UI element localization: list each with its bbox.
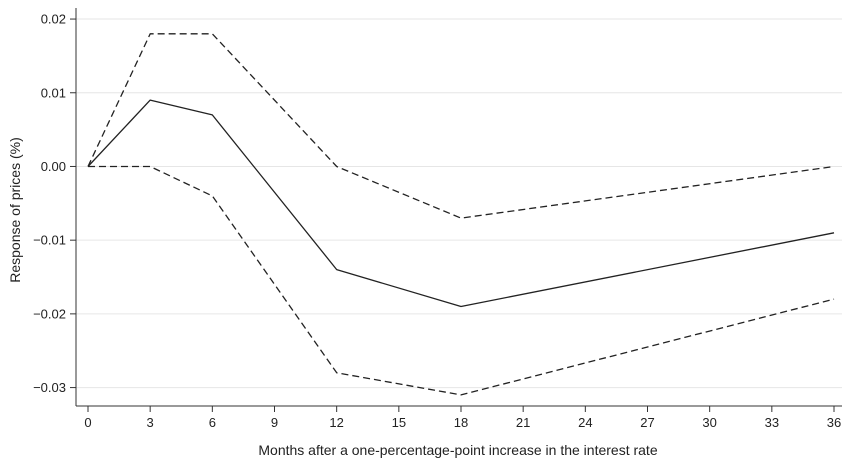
x-tick-label: 30 [702, 415, 716, 430]
x-tick-label: 21 [516, 415, 530, 430]
lower-confidence-band-line [88, 165, 835, 396]
x-tick-label: 33 [765, 415, 779, 430]
series-lines [87, 33, 835, 396]
x-tick-label: 27 [640, 415, 654, 430]
x-axis-title: Months after a one-percentage-point incr… [258, 442, 657, 458]
x-tick-label: 24 [578, 415, 592, 430]
y-tick-label: 0.00 [41, 159, 66, 174]
y-tick-label: −0.02 [33, 306, 66, 321]
y-tick-label: −0.01 [33, 233, 66, 248]
x-tick-label: 9 [271, 415, 278, 430]
y-axis-title: Response of prices (%) [7, 137, 23, 283]
x-tick-label: 36 [827, 415, 841, 430]
y-tick-label: 0.02 [41, 12, 66, 27]
x-tick-label: 15 [392, 415, 406, 430]
impulse-response-line [87, 99, 835, 308]
x-tick-label: 6 [209, 415, 216, 430]
upper-confidence-band-line [87, 33, 835, 219]
x-tick-label: 0 [84, 415, 91, 430]
x-tick-label: 3 [147, 415, 154, 430]
grid-lines [76, 18, 842, 389]
y-axis-ticks: 0.02 0.01 0.00 −0.01 −0.02 −0.03 [33, 12, 76, 395]
x-tick-label: 18 [454, 415, 468, 430]
x-tick-label: 12 [329, 415, 343, 430]
y-tick-label: −0.03 [33, 380, 66, 395]
x-axis-ticks: 0 3 6 9 12 15 18 21 24 27 30 33 36 [84, 406, 841, 430]
y-tick-label: 0.01 [41, 85, 66, 100]
